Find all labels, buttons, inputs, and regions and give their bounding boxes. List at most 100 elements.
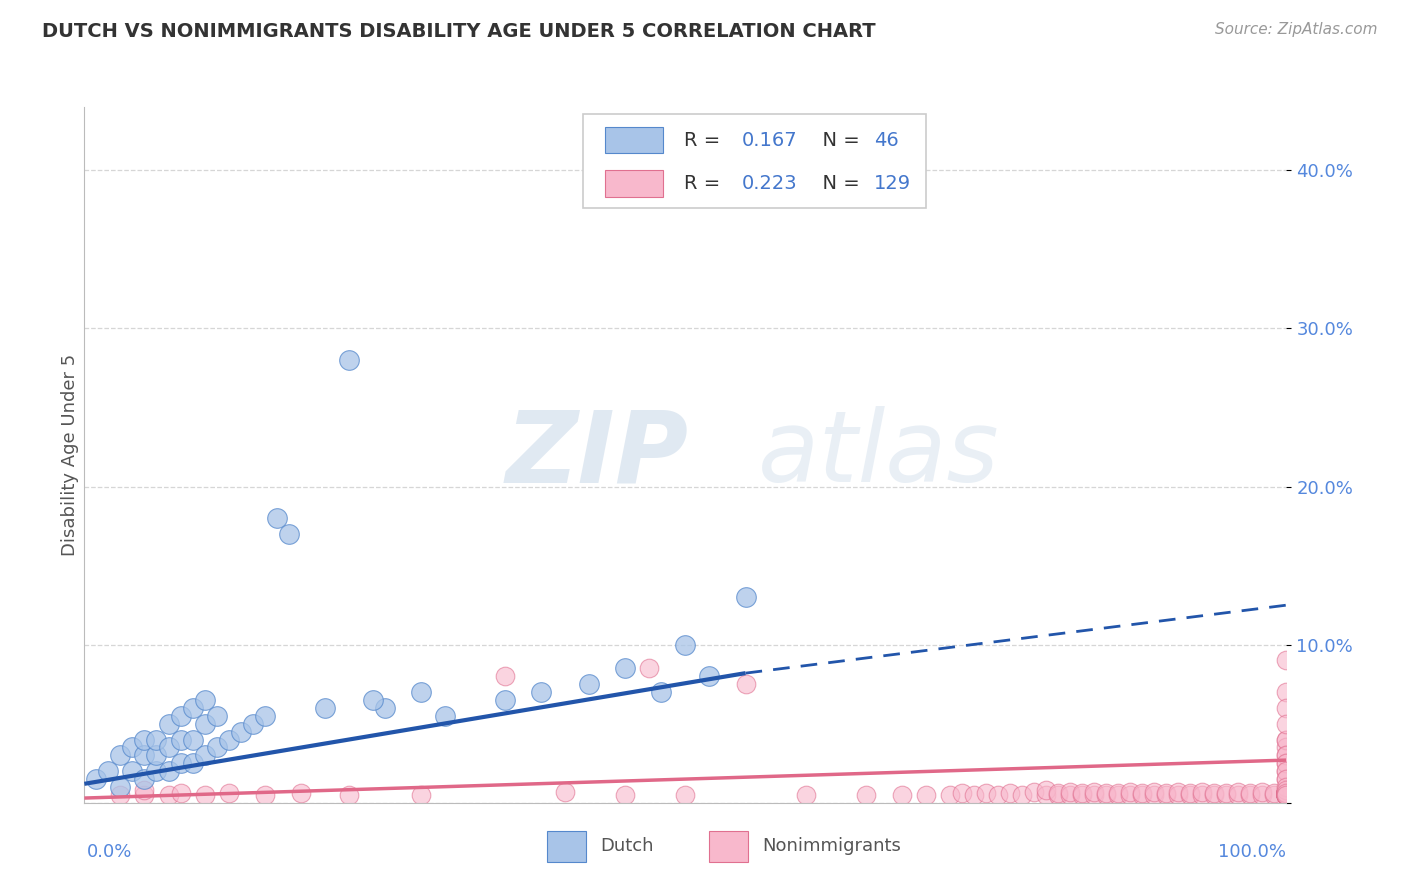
Point [205,740,228,755]
Point [1239,786,1261,800]
Text: 0.223: 0.223 [742,174,797,193]
Point [1275,788,1298,802]
Point [1275,786,1298,800]
Point [205,708,228,723]
Point [1275,785,1298,799]
Point [1275,788,1298,802]
Point [1143,785,1166,799]
Point [86,772,108,786]
Point [1215,786,1237,800]
Point [1263,788,1285,802]
Point [974,786,997,800]
Point [169,786,191,800]
Point [1275,764,1298,779]
Text: R =: R = [685,174,727,193]
Point [890,788,912,802]
Point [1275,785,1298,799]
Point [1275,780,1298,794]
Text: R =: R = [685,131,727,150]
Bar [605,170,662,196]
Point [1275,788,1298,802]
Point [494,669,516,683]
Point [1191,788,1213,802]
Point [494,693,516,707]
Text: N =: N = [810,174,866,193]
Text: 46: 46 [875,131,898,150]
Point [915,788,938,802]
Point [337,353,360,368]
Point [1275,786,1298,800]
Bar [605,127,662,153]
Point [194,693,217,707]
Text: DUTCH VS NONIMMIGRANTS DISABILITY AGE UNDER 5 CORRELATION CHART: DUTCH VS NONIMMIGRANTS DISABILITY AGE UN… [42,22,876,41]
Text: Source: ZipAtlas.com: Source: ZipAtlas.com [1215,22,1378,37]
Point [1275,685,1298,699]
Point [1204,788,1226,802]
Point [1119,785,1142,799]
Bar [710,830,748,862]
Point [1275,788,1298,802]
Point [1107,788,1129,802]
Point [1191,785,1213,799]
Point [1275,701,1298,715]
Point [134,732,156,747]
Point [1275,785,1298,799]
Point [169,732,191,747]
Point [134,788,156,802]
Point [1275,788,1298,802]
Point [1130,786,1153,800]
Point [1251,788,1274,802]
Point [1275,788,1298,802]
Point [1275,785,1298,799]
Text: 100.0%: 100.0% [1219,843,1286,861]
Point [734,677,756,691]
Point [675,788,697,802]
Point [1275,740,1298,755]
Point [169,708,191,723]
Point [134,783,156,797]
Point [218,732,240,747]
Point [1059,785,1081,799]
Point [121,740,143,755]
Y-axis label: Disability Age Under 5: Disability Age Under 5 [62,354,80,556]
Bar [547,830,586,862]
Point [157,764,180,779]
Point [1275,786,1298,800]
Point [242,716,264,731]
Point [110,788,132,802]
Point [218,786,240,800]
Point [1275,756,1298,771]
Point [1275,788,1298,802]
Point [434,708,457,723]
Point [229,724,252,739]
Point [169,756,191,771]
Point [145,764,167,779]
Point [314,701,336,715]
Point [1275,786,1298,800]
Point [1275,756,1298,771]
Point [1275,788,1298,802]
Point [1119,788,1142,802]
Point [1167,785,1189,799]
Point [1130,788,1153,802]
Text: 129: 129 [875,174,911,193]
Point [181,756,204,771]
Point [530,685,553,699]
Point [1275,788,1298,802]
Point [1275,788,1298,802]
Point [253,788,276,802]
Point [987,788,1010,802]
Point [1035,783,1057,797]
Point [266,511,288,525]
Point [1275,653,1298,667]
Point [409,685,432,699]
Point [1275,764,1298,779]
Point [1275,732,1298,747]
Point [578,677,600,691]
Point [1251,785,1274,799]
Point [1275,785,1298,799]
Point [1071,788,1094,802]
Point [1047,788,1070,802]
Point [1275,788,1298,802]
Point [1095,788,1118,802]
